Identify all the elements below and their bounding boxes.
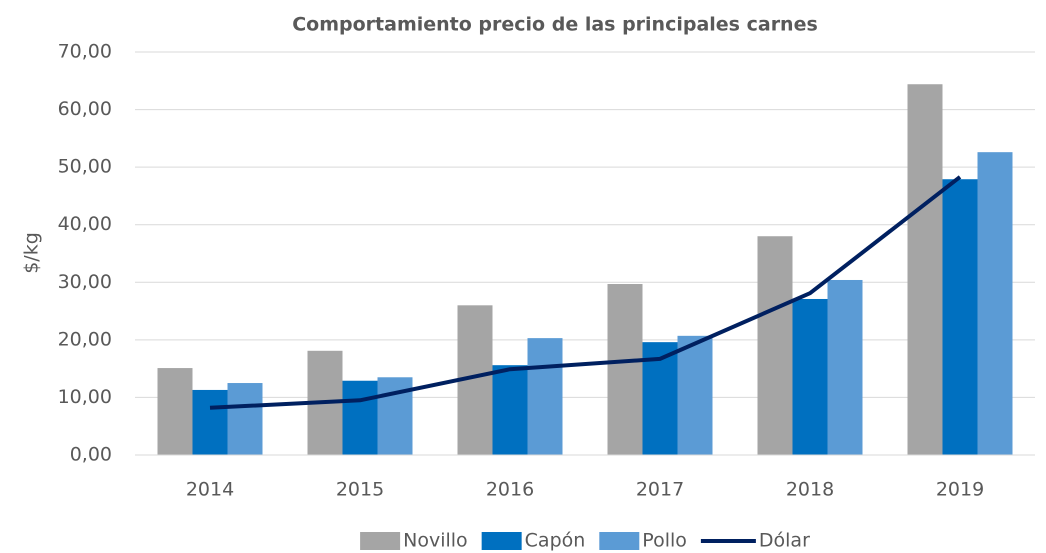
y-tick-label: 30,00 — [58, 271, 112, 293]
x-tick-label: 2019 — [936, 479, 984, 501]
x-tick-label: 2017 — [636, 479, 684, 501]
legend-swatch — [599, 532, 640, 550]
legend-label: Novillo — [403, 530, 468, 552]
y-tick-label: 70,00 — [58, 41, 112, 63]
legend-swatch — [360, 532, 401, 550]
legend-label: Capón — [525, 530, 586, 552]
bar — [607, 284, 643, 455]
legend-swatch — [481, 532, 522, 550]
bar — [527, 338, 563, 455]
legend-label: Pollo — [642, 530, 687, 552]
bar — [757, 236, 793, 455]
bar — [792, 298, 828, 455]
bar — [677, 335, 713, 455]
bar — [227, 383, 263, 455]
legend: Novillo Capón Pollo Dólar — [360, 530, 810, 552]
y-tick-label: 40,00 — [58, 213, 112, 235]
bar — [342, 380, 378, 455]
line — [209, 175, 962, 410]
bar — [492, 365, 528, 455]
y-tick-label: 20,00 — [58, 328, 112, 350]
bar — [942, 179, 978, 456]
y-tick-label: 0,00 — [70, 444, 112, 466]
legend-label: Dólar — [759, 530, 810, 552]
y-axis-label: $/kg — [21, 232, 43, 274]
chart-title: Comportamiento precio de las principales… — [292, 14, 818, 36]
bar — [827, 279, 863, 455]
bar — [907, 84, 943, 456]
x-tick-label: 2018 — [786, 479, 834, 501]
y-tick-label: 50,00 — [58, 156, 112, 178]
y-tick-label: 60,00 — [58, 98, 112, 120]
x-tick-label: 2014 — [186, 479, 234, 501]
bar — [977, 152, 1013, 455]
y-tick-label: 10,00 — [58, 386, 112, 408]
bar — [192, 389, 228, 455]
x-tick-label: 2015 — [336, 479, 384, 501]
x-tick-label: 2016 — [486, 479, 534, 501]
bar — [157, 368, 193, 455]
